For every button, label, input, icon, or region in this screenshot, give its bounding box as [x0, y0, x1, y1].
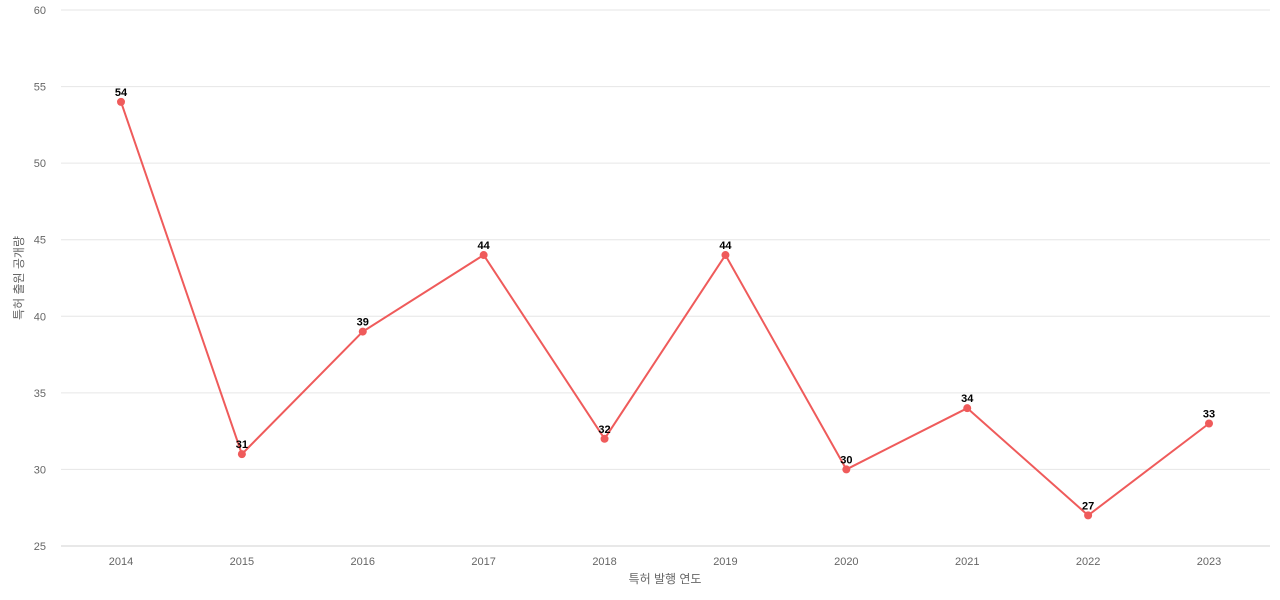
y-tick-label: 50 — [34, 158, 46, 170]
x-tick-label: 2017 — [471, 556, 495, 568]
data-label: 54 — [115, 87, 128, 99]
data-label: 44 — [719, 240, 732, 252]
x-axis-title: 특허 발행 연도 — [629, 571, 702, 586]
x-axis-ticks: 2014 2015 2016 2017 2018 2019 2020 2021 2022 2023 — [109, 556, 1221, 568]
x-tick-label: 2019 — [713, 556, 737, 568]
data-point[interactable] — [600, 434, 609, 443]
data-label: 34 — [961, 393, 974, 405]
data-label: 39 — [357, 317, 369, 329]
y-axis-ticks: 25 30 35 40 45 50 55 60 — [34, 5, 46, 553]
y-axis-title: 특허 출원 공개량 — [12, 236, 26, 320]
data-labels: 54 31 39 44 32 44 30 34 27 33 — [115, 87, 1215, 512]
y-tick-label: 35 — [34, 388, 46, 400]
data-point[interactable] — [1084, 511, 1093, 520]
x-tick-label: 2022 — [1076, 556, 1100, 568]
y-tick-label: 25 — [34, 541, 46, 553]
x-tick-label: 2020 — [834, 556, 858, 568]
data-point[interactable] — [479, 251, 488, 260]
data-label: 33 — [1203, 408, 1215, 420]
data-point[interactable] — [963, 404, 972, 413]
data-label: 30 — [840, 454, 852, 466]
data-label: 31 — [236, 439, 248, 451]
data-label: 44 — [478, 240, 491, 252]
data-point[interactable] — [358, 327, 367, 336]
data-label: 32 — [598, 424, 610, 436]
y-tick-label: 40 — [34, 311, 46, 323]
series-line — [120, 101, 1210, 517]
data-point[interactable] — [721, 251, 730, 260]
data-point[interactable] — [237, 450, 246, 459]
gridlines — [61, 9, 1270, 547]
x-tick-label: 2015 — [230, 556, 254, 568]
x-tick-label: 2018 — [592, 556, 616, 568]
y-tick-label: 30 — [34, 464, 46, 476]
data-point[interactable] — [1205, 419, 1213, 428]
data-point[interactable] — [117, 97, 125, 106]
y-tick-label: 60 — [34, 5, 46, 17]
data-point[interactable] — [842, 465, 851, 474]
series-layer — [117, 97, 1213, 520]
y-tick-label: 55 — [34, 82, 46, 94]
x-tick-label: 2023 — [1197, 556, 1221, 568]
y-tick-label: 45 — [34, 235, 46, 247]
x-tick-label: 2016 — [351, 556, 375, 568]
x-tick-label: 2021 — [955, 556, 979, 568]
data-label: 27 — [1082, 500, 1094, 512]
x-tick-label: 2014 — [109, 556, 133, 568]
